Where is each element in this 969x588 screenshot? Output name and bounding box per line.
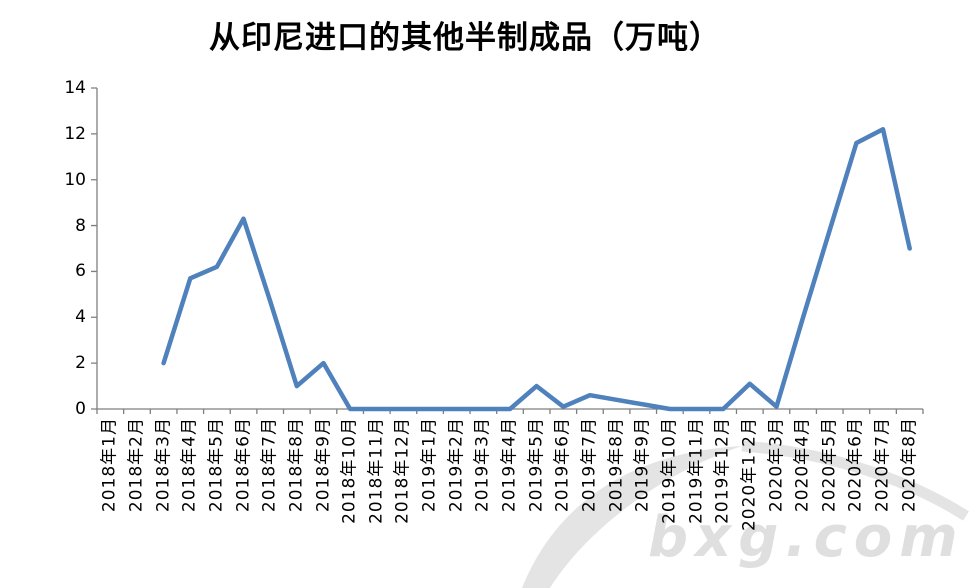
- x-tick-label: 2019年6月: [552, 417, 573, 513]
- x-tick-label: 2019年12月: [712, 417, 733, 524]
- x-tick-label: 2018年12月: [392, 417, 413, 524]
- x-tick-label: 2020年6月: [845, 417, 866, 513]
- y-tick-label: 2: [75, 353, 86, 374]
- x-tick-label: 2019年2月: [446, 417, 467, 513]
- x-tick-label: 2019年8月: [606, 417, 627, 513]
- x-tick-label: 2019年3月: [472, 417, 493, 513]
- x-tick-label: 2020年3月: [766, 417, 786, 513]
- y-tick-label: 10: [64, 169, 86, 190]
- x-tick-label: 2020年7月: [872, 417, 893, 513]
- y-tick-label: 8: [75, 215, 86, 236]
- x-tick-label: 2018年9月: [313, 417, 333, 513]
- x-tick-label: 2018年4月: [179, 417, 200, 513]
- x-tick-label: 2018年6月: [233, 417, 253, 513]
- x-tick-label: 2018年10月: [339, 417, 360, 524]
- x-tick-label: 2018年5月: [206, 417, 227, 513]
- x-tick-label: 2020年1-2月: [739, 417, 760, 532]
- x-tick-label: 2019年5月: [526, 417, 547, 513]
- x-tick-label: 2019年11月: [686, 417, 706, 524]
- x-tick-label: 2018年8月: [286, 417, 307, 513]
- x-tick-label: 2019年7月: [579, 417, 600, 513]
- data-series-line: [161, 127, 912, 412]
- x-tick-label: 2020年5月: [819, 417, 840, 513]
- x-tick-label: 2018年1月: [99, 417, 120, 513]
- x-tick-label: 2019年10月: [659, 417, 680, 524]
- y-tick-label: 6: [75, 261, 86, 282]
- x-tick-label: 2018年11月: [366, 417, 387, 524]
- x-tick-label: 2018年3月: [153, 417, 174, 513]
- y-tick-label: 4: [75, 307, 86, 328]
- chart-title: 从印尼进口的其他半制成品（万吨）: [209, 20, 721, 56]
- axis-lines: [96, 88, 923, 410]
- x-tick-marks: [96, 409, 924, 414]
- x-tick-label: 2018年7月: [259, 417, 280, 513]
- y-tick-label: 14: [64, 78, 86, 98]
- x-tick-label: 2020年8月: [899, 417, 920, 513]
- x-tick-label: 2019年4月: [499, 417, 520, 513]
- x-tick-label: 2020年4月: [792, 417, 813, 513]
- x-tick-label: 2019年1月: [419, 417, 440, 513]
- y-tick-label: 12: [64, 123, 86, 144]
- x-tick-label: 2018年2月: [126, 417, 147, 513]
- x-tick-label: 2019年9月: [632, 417, 653, 513]
- y-tick-marks: [91, 87, 97, 410]
- y-tick-label: 0: [75, 399, 86, 419]
